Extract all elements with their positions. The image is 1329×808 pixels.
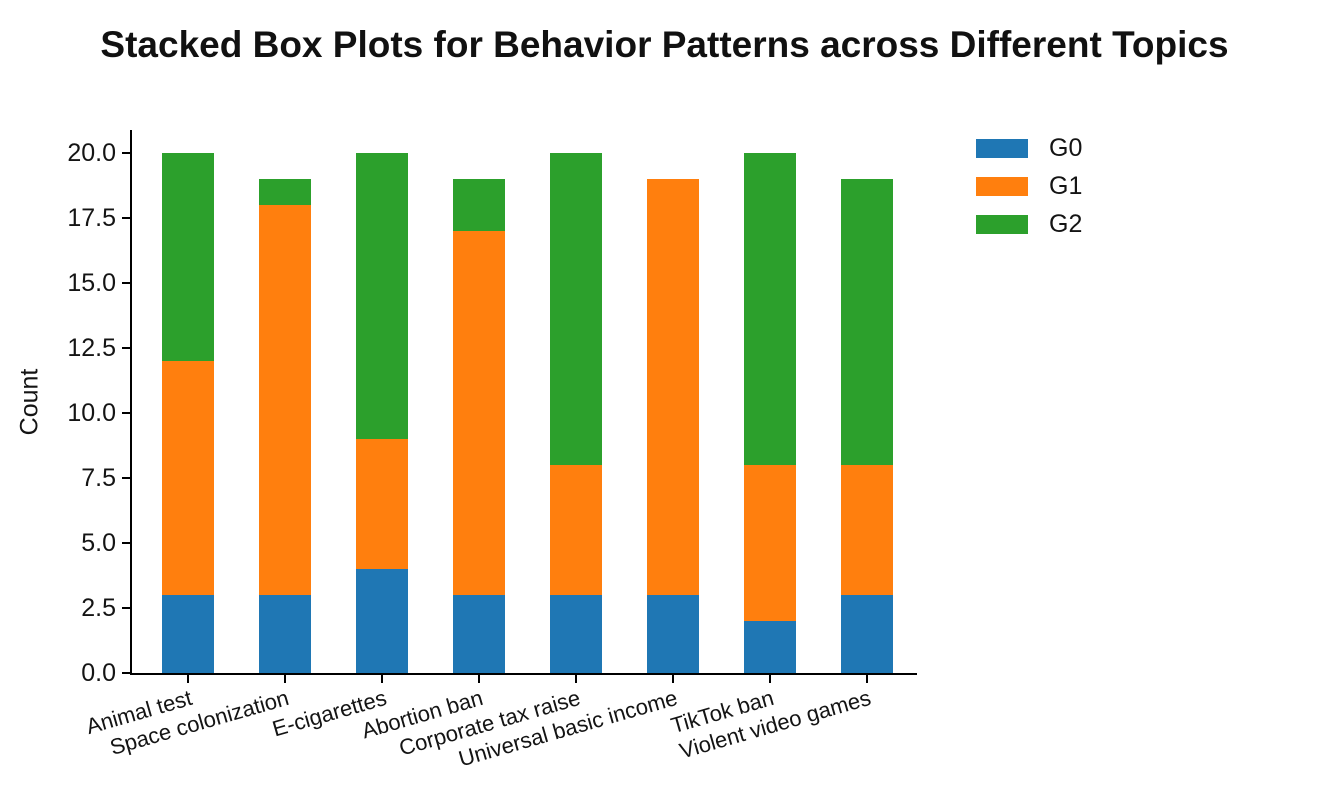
y-tick-label-10.0: 10.0 [67,399,116,427]
x-tick-mark-space-colonization [284,675,286,683]
y-tick-label-2.5: 2.5 [81,594,116,622]
chart-title: Stacked Box Plots for Behavior Patterns … [100,24,1229,65]
y-tick-label-0.0: 0.0 [81,659,116,687]
x-tick-mark-corporate-tax-raise [575,675,577,683]
bar-segment-universal-basic-income-g1 [647,179,699,595]
legend-label-g2: G2 [1049,210,1083,238]
y-tick-label-15.0: 15.0 [67,269,116,297]
bar-abortion-ban [453,179,505,673]
bar-tiktok-ban [744,153,796,673]
y-axis-label: Count [15,368,44,435]
bar-animal-test [162,153,214,673]
y-tick-label-20.0: 20.0 [67,139,116,167]
bar-segment-tiktok-ban-g1 [744,465,796,621]
y-tick-mark-5.0 [122,542,130,544]
plot-area: Count 0.0 2.5 5.0 7.5 10.0 12.5 15.0 17.5 20.0 An… [16,130,917,771]
bar-segment-space-colonization-g2 [259,179,311,205]
y-tick-label-5.0: 5.0 [81,529,116,557]
y-tick-label-17.5: 17.5 [67,204,116,232]
y-tick-mark-17.5 [122,217,130,219]
y-tick-mark-20.0 [122,152,130,154]
bar-segment-tiktok-ban-g0 [744,621,796,673]
bar-segment-corporate-tax-raise-g0 [550,595,602,673]
y-tick-mark-7.5 [122,477,130,479]
bar-violent-video-games [841,179,893,673]
y-tick-mark-2.5 [122,607,130,609]
legend: G0 G1 G2 [976,134,1083,253]
bar-segment-animal-test-g1 [162,361,214,595]
legend-item-g0: G0 [976,134,1083,162]
bar-segment-abortion-ban-g2 [453,179,505,231]
bar-segment-animal-test-g2 [162,153,214,361]
legend-swatch-g1 [976,177,1028,196]
bar-segment-space-colonization-g1 [259,205,311,595]
legend-label-g1: G1 [1049,172,1083,200]
bar-e-cigarettes [356,153,408,673]
legend-label-g0: G0 [1049,134,1083,162]
bar-segment-violent-video-games-g1 [841,465,893,595]
y-tick-mark-0.0 [122,672,130,674]
x-tick-mark-animal-test [187,675,189,683]
bar-segment-e-cigarettes-g0 [356,569,408,673]
x-tick-mark-tiktok-ban [769,675,771,683]
bar-segment-e-cigarettes-g1 [356,439,408,569]
y-tick-mark-15.0 [122,282,130,284]
bar-segment-violent-video-games-g0 [841,595,893,673]
x-tick-mark-universal-basic-income [672,675,674,683]
x-tick-mark-e-cigarettes [381,675,383,683]
legend-swatch-g0 [976,139,1028,158]
y-tick-mark-12.5 [122,347,130,349]
y-tick-label-12.5: 12.5 [67,334,116,362]
x-tick-mark-violent-video-games [866,675,868,683]
bar-space-colonization [259,179,311,673]
bar-segment-violent-video-games-g2 [841,179,893,465]
bar-segment-abortion-ban-g1 [453,231,505,595]
bar-segment-abortion-ban-g0 [453,595,505,673]
bar-corporate-tax-raise [550,153,602,673]
legend-swatch-g2 [976,215,1028,234]
bar-segment-e-cigarettes-g2 [356,153,408,439]
bar-universal-basic-income [647,179,699,673]
x-tick-mark-abortion-ban [478,675,480,683]
legend-item-g2: G2 [976,210,1083,238]
bar-segment-tiktok-ban-g2 [744,153,796,465]
y-tick-label-7.5: 7.5 [81,464,116,492]
legend-item-g1: G1 [976,172,1083,200]
bar-segment-space-colonization-g0 [259,595,311,673]
y-tick-mark-10.0 [122,412,130,414]
bar-segment-animal-test-g0 [162,595,214,673]
bar-segment-universal-basic-income-g0 [647,595,699,673]
bar-segment-corporate-tax-raise-g2 [550,153,602,465]
bar-segment-corporate-tax-raise-g1 [550,465,602,595]
